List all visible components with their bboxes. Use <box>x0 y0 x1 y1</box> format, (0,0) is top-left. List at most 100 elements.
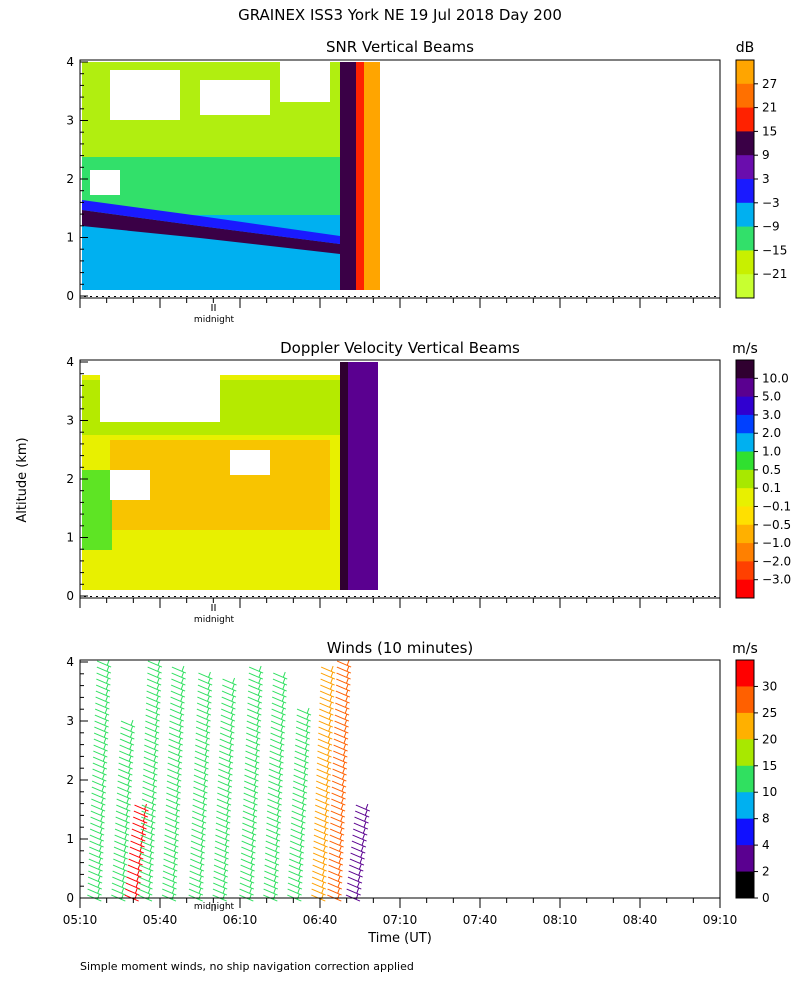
wind-barb-flag <box>179 719 183 726</box>
wind-barb <box>272 678 288 686</box>
wind-barb <box>131 828 147 836</box>
wind-barb <box>294 756 309 764</box>
wind-barb-flag <box>136 869 140 876</box>
wind-barb-flag <box>250 845 254 852</box>
wind-barb <box>96 672 111 680</box>
wind-barb-flag <box>324 803 328 810</box>
wind-barb <box>168 750 183 758</box>
wind-barb <box>288 876 303 884</box>
wind-barb-flag <box>323 827 327 834</box>
wind-barb-flag <box>224 839 228 846</box>
wind-barb <box>95 696 110 704</box>
doppler-colorbar-swatch <box>736 396 754 416</box>
winds-ytick-label: 1 <box>66 832 74 846</box>
wind-barb-flag <box>130 719 134 726</box>
wind-barb-flag <box>226 803 230 810</box>
wind-barb-flag <box>301 809 305 816</box>
wind-barb-flag <box>120 893 124 900</box>
wind-barb <box>195 732 210 740</box>
wind-barb-flag <box>359 857 363 864</box>
wind-barb-flag <box>302 785 306 792</box>
wind-barb-flag <box>198 887 202 894</box>
wind-barb-flag <box>180 683 184 690</box>
wind-barb-flag <box>174 833 178 840</box>
wind-barb <box>222 678 237 686</box>
wind-barb-flag <box>105 683 109 690</box>
wind-barb-flag <box>342 767 346 774</box>
wind-barb-flag <box>276 809 280 816</box>
wind-barb <box>352 834 367 842</box>
wind-barb-flag <box>305 731 309 738</box>
wind-barb <box>147 672 162 680</box>
wind-barb <box>138 882 153 890</box>
wind-barb-flag <box>322 851 326 858</box>
wind-barb-flag <box>330 665 334 672</box>
wind-barb <box>332 774 347 782</box>
doppler-colorbar-swatch <box>736 561 754 581</box>
wind-barb-flag <box>173 857 177 864</box>
figure-title: GRAINEX ISS3 York NE 19 Jul 2018 Day 200 <box>238 6 562 24</box>
wind-barb-flag <box>138 851 142 858</box>
wind-barb <box>188 888 204 896</box>
wind-barb <box>195 744 210 752</box>
wind-barb-flag <box>135 881 139 888</box>
wind-barb-flag <box>230 707 234 714</box>
doppler-colorbar: 10.0 5.0 3.0 2.0 1.0 0.5 0.1 −0.1 −0.5 −1.0 −2.0 −3… <box>735 359 791 599</box>
wind-barb-flag <box>364 815 367 822</box>
wind-barb <box>316 768 331 776</box>
wind-barb-flag <box>149 839 153 846</box>
wind-barb-flag <box>326 773 329 780</box>
wind-barb-flag <box>127 779 131 786</box>
wind-barb <box>215 834 230 842</box>
wind-barb <box>89 846 104 854</box>
wind-barb-flag <box>181 665 185 672</box>
doppler-colorbar-swatch <box>736 469 754 489</box>
winds-y-ticks: 0 1 2 3 4 <box>66 655 88 905</box>
wind-barb-flag <box>302 779 306 786</box>
wind-barb <box>312 852 328 860</box>
wind-barb-flag <box>358 869 362 876</box>
wind-barb-flag <box>275 845 278 852</box>
wind-barb <box>139 858 154 866</box>
wind-barb <box>263 882 279 890</box>
wind-barb <box>125 888 140 896</box>
wind-barb <box>117 774 133 782</box>
snr-band-dark <box>82 210 340 254</box>
wind-barb <box>132 822 147 830</box>
winds-midnight-label: midnight <box>194 902 235 912</box>
wind-barb-flag <box>339 827 343 834</box>
wind-barb-flag <box>104 713 108 720</box>
wind-barb-flag <box>173 845 177 852</box>
wind-barb-flag <box>305 719 309 726</box>
wind-barb-flag <box>227 773 231 780</box>
wind-barb <box>315 792 330 800</box>
wind-barb <box>316 762 332 770</box>
wind-barb-flag <box>198 893 202 900</box>
wind-barb <box>112 876 127 884</box>
winds-panel-title: Winds (10 minutes) <box>327 639 474 657</box>
wind-barb <box>91 786 107 794</box>
wind-barb-flag <box>344 707 348 714</box>
wind-barb <box>348 870 363 878</box>
wind-barb-flag <box>98 845 102 852</box>
wind-barb-flag <box>280 713 284 720</box>
wind-barb-flag <box>341 785 345 792</box>
wind-barb-flag <box>154 725 158 732</box>
winds-ytick-label: 4 <box>66 655 74 669</box>
wind-barb <box>134 804 149 812</box>
wind-barb <box>128 858 143 866</box>
doppler-colorbar-label: −0.5 <box>762 518 791 532</box>
wind-barb <box>91 792 106 800</box>
wind-barb <box>162 888 177 896</box>
wind-barb-flag <box>178 743 181 750</box>
wind-barb-flag <box>255 743 259 750</box>
wind-barb <box>241 828 257 836</box>
wind-barb-flag <box>223 857 227 864</box>
wind-barb-flag <box>171 893 175 900</box>
wind-barb-flag <box>122 857 126 864</box>
wind-barb <box>143 750 159 758</box>
wind-barb <box>214 846 230 854</box>
wind-barb-flag <box>202 803 206 810</box>
wind-barb-flag <box>100 809 104 816</box>
wind-barb-flag <box>177 755 181 762</box>
